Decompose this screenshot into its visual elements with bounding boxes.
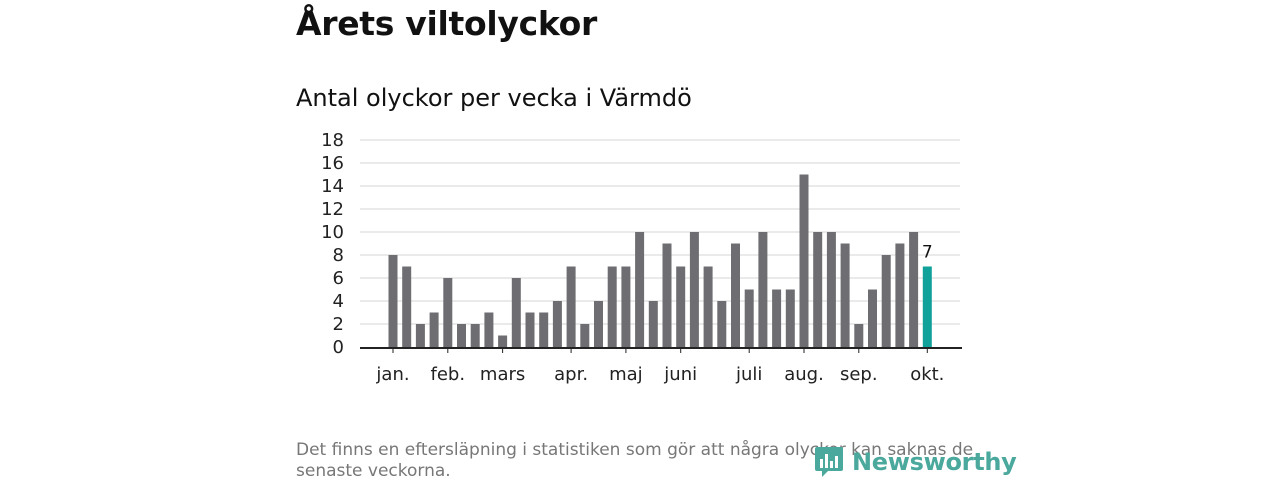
bar [717, 301, 727, 347]
x-tick-label: aug. [784, 364, 824, 385]
y-tick-label: 10 [321, 222, 344, 243]
bar [868, 289, 877, 347]
bar [566, 266, 576, 347]
bar [676, 266, 686, 347]
y-tick-label: 8 [333, 245, 344, 266]
bars: 7 [388, 174, 933, 347]
bar [594, 301, 603, 347]
footnote: Det finns en eftersläpning i statistiken… [296, 440, 974, 481]
bar [580, 324, 590, 347]
y-tick-label: 4 [333, 291, 344, 312]
bar [511, 278, 521, 347]
chart-subtitle: Antal olyckor per vecka i Värmdö [296, 84, 692, 112]
x-tick-label: apr. [554, 364, 588, 385]
bar [525, 312, 535, 347]
x-tick-label: jan. [375, 364, 409, 385]
bar [895, 243, 905, 347]
bar [443, 278, 453, 347]
y-tick-label: 0 [333, 337, 344, 358]
bar [402, 266, 412, 347]
bar [648, 301, 658, 347]
gridlines [360, 139, 960, 325]
bar [703, 266, 713, 347]
bar [758, 232, 768, 347]
bar [909, 232, 919, 347]
y-tick-label: 18 [321, 130, 344, 151]
bar [607, 266, 617, 347]
bar [813, 232, 823, 347]
bar [457, 324, 466, 347]
bar [484, 312, 494, 347]
bar [799, 174, 809, 347]
x-tick-label: sep. [840, 364, 878, 385]
bar [731, 243, 740, 347]
chart-title: Årets viltolyckor [296, 4, 597, 43]
newsworthy-logo-icon [815, 447, 843, 477]
bar [772, 289, 782, 347]
x-tick-label: juli [735, 364, 762, 385]
y-tick-label: 14 [321, 176, 344, 197]
bar [744, 289, 754, 347]
y-tick-label: 6 [333, 268, 344, 289]
newsworthy-logo: Newsworthy [814, 445, 1017, 479]
bar [840, 243, 850, 347]
bar [552, 301, 562, 347]
bar [881, 255, 891, 347]
y-tick-label: 12 [321, 199, 344, 220]
bar [854, 324, 864, 347]
x-axis-ticks: jan. feb. mars apr. maj juni juli aug. sep. okt. [360, 347, 962, 385]
bar-highlight [922, 266, 932, 347]
bar [429, 312, 439, 347]
bar [826, 232, 836, 347]
bar [689, 232, 699, 347]
x-tick-label: juni [663, 364, 697, 385]
bar [662, 243, 672, 347]
x-tick-label: feb. [431, 364, 466, 385]
bar [635, 232, 645, 347]
x-tick-label: okt. [910, 364, 944, 385]
bar [621, 266, 631, 347]
y-tick-label: 16 [321, 153, 344, 174]
bar [388, 255, 398, 347]
y-tick-label: 2 [333, 314, 344, 335]
bar [539, 312, 549, 347]
bar [470, 324, 480, 347]
bar [498, 335, 508, 347]
bar-value-label: 7 [922, 243, 933, 263]
bar [415, 324, 425, 347]
logo-text: Newsworthy [852, 448, 1017, 476]
x-tick-label: maj [609, 364, 643, 385]
bar [785, 289, 795, 347]
x-tick-label: mars [480, 364, 525, 385]
